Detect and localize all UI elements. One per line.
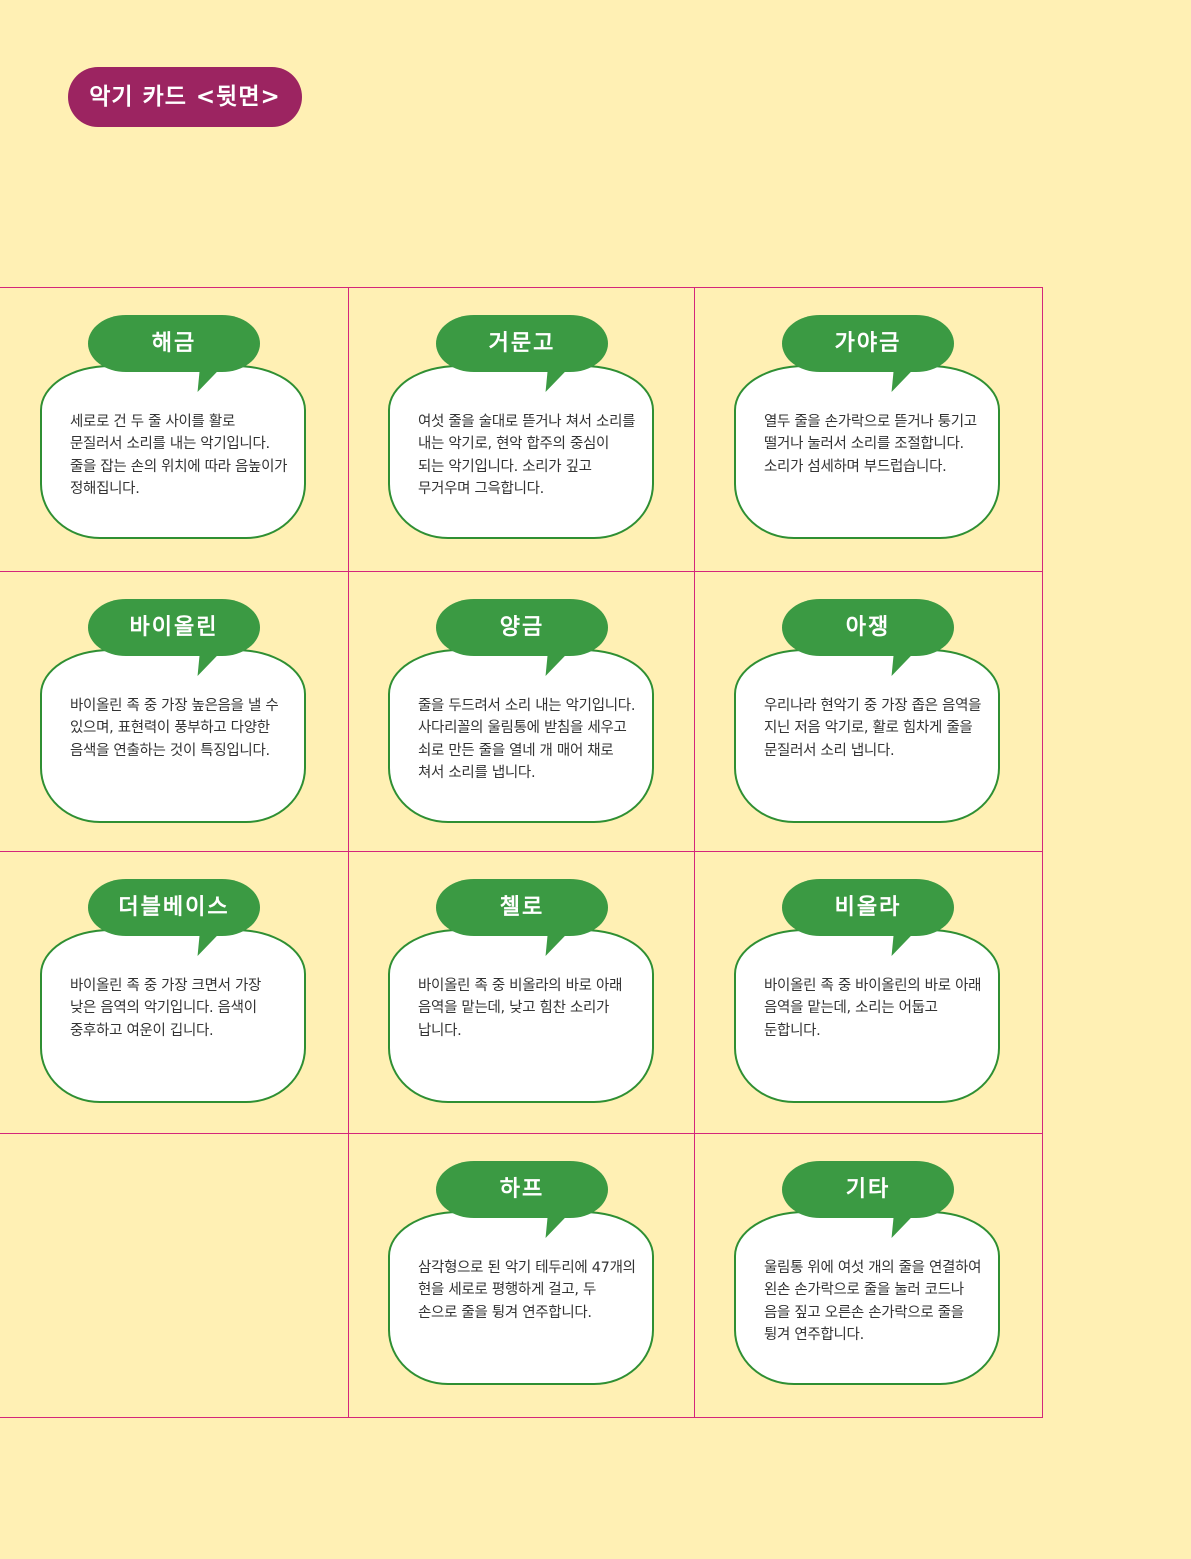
instrument-card: 세로로 건 두 줄 사이를 활로 문질러서 소리를 내는 악기입니다. 줄을 잡…: [0, 287, 346, 569]
card-body: 삼각형으로 된 악기 테두리에 47개의 현을 세로로 평행하게 걸고, 두 손…: [388, 1211, 654, 1385]
card-description: 여섯 줄을 술대로 뜯거나 쳐서 소리를 내는 악기로, 현악 합주의 중심이 …: [418, 414, 636, 497]
card-description: 울림통 위에 여섯 개의 줄을 연결하여 왼손 손가락으로 줄을 눌러 코드나 …: [764, 1260, 982, 1343]
instrument-card: 우리나라 현악기 중 가장 좁은 음역을 지닌 저음 악기로, 활로 힘차게 줄…: [694, 571, 1040, 853]
card-description: 바이올린 족 중 바이올린의 바로 아래 음역을 맡는데, 소리는 어둡고 둔합…: [764, 978, 982, 1039]
instrument-card: 바이올린 족 중 비올라의 바로 아래 음역을 맡는데, 낮고 힘찬 소리가 납…: [348, 851, 694, 1133]
instrument-name: 첼로: [499, 895, 545, 920]
section-header: 악기 카드 <뒷면>: [68, 67, 302, 127]
cut-line: [0, 851, 1043, 852]
card-body: 줄을 두드려서 소리 내는 악기입니다. 사다리꼴의 울림통에 받침을 세우고 …: [388, 649, 654, 823]
card-body: 우리나라 현악기 중 가장 좁은 음역을 지닌 저음 악기로, 활로 힘차게 줄…: [734, 649, 1000, 823]
card-body: 여섯 줄을 술대로 뜯거나 쳐서 소리를 내는 악기로, 현악 합주의 중심이 …: [388, 365, 654, 539]
card-body: 바이올린 족 중 가장 높은음을 낼 수 있으며, 표현력이 풍부하고 다양한 …: [40, 649, 306, 823]
instrument-name: 가야금: [834, 331, 902, 356]
card-body: 바이올린 족 중 가장 크면서 가장 낮은 음역의 악기입니다. 음색이 중후하…: [40, 929, 306, 1103]
instrument-card: 바이올린 족 중 바이올린의 바로 아래 음역을 맡는데, 소리는 어둡고 둔합…: [694, 851, 1040, 1133]
instrument-name: 하프: [499, 1177, 545, 1202]
instrument-card: 삼각형으로 된 악기 테두리에 47개의 현을 세로로 평행하게 걸고, 두 손…: [348, 1133, 694, 1415]
instrument-name: 양금: [499, 615, 545, 640]
card-description: 바이올린 족 중 가장 크면서 가장 낮은 음역의 악기입니다. 음색이 중후하…: [70, 978, 262, 1039]
card-body: 세로로 건 두 줄 사이를 활로 문질러서 소리를 내는 악기입니다. 줄을 잡…: [40, 365, 306, 539]
cut-line: [0, 571, 1043, 572]
name-tag: 더블베이스: [88, 879, 260, 936]
card-body: 바이올린 족 중 비올라의 바로 아래 음역을 맡는데, 낮고 힘찬 소리가 납…: [388, 929, 654, 1103]
instrument-name: 바이올린: [129, 615, 219, 640]
page-title: 악기 카드 <뒷면>: [89, 84, 281, 110]
instrument-name: 비올라: [834, 895, 902, 920]
name-tag: 아쟁: [782, 599, 954, 656]
instrument-name: 더블베이스: [118, 895, 230, 920]
cut-line: [0, 287, 1043, 288]
card-description: 열두 줄을 손가락으로 뜯거나 퉁기고 떨거나 눌러서 소리를 조절합니다. 소…: [764, 414, 977, 475]
instrument-card: 열두 줄을 손가락으로 뜯거나 퉁기고 떨거나 눌러서 소리를 조절합니다. 소…: [694, 287, 1040, 569]
card-description: 세로로 건 두 줄 사이를 활로 문질러서 소리를 내는 악기입니다. 줄을 잡…: [70, 414, 288, 497]
cut-line: [694, 287, 695, 1418]
card-description: 바이올린 족 중 비올라의 바로 아래 음역을 맡는데, 낮고 힘찬 소리가 납…: [418, 978, 623, 1039]
name-tag: 거문고: [436, 315, 608, 372]
cut-line: [1042, 287, 1043, 1418]
name-tag: 양금: [436, 599, 608, 656]
instrument-name: 아쟁: [845, 615, 891, 640]
header-decoration: [98, 67, 272, 127]
card-description: 바이올린 족 중 가장 높은음을 낼 수 있으며, 표현력이 풍부하고 다양한 …: [70, 698, 279, 759]
instrument-name: 거문고: [488, 331, 556, 356]
name-tag: 첼로: [436, 879, 608, 936]
instrument-card: 바이올린 족 중 가장 크면서 가장 낮은 음역의 악기입니다. 음색이 중후하…: [0, 851, 346, 1133]
card-description: 삼각형으로 된 악기 테두리에 47개의 현을 세로로 평행하게 걸고, 두 손…: [418, 1260, 636, 1321]
instrument-name: 기타: [845, 1177, 891, 1202]
cut-line: [348, 287, 349, 1418]
instrument-name: 해금: [151, 331, 197, 356]
name-tag: 기타: [782, 1161, 954, 1218]
instrument-card: 울림통 위에 여섯 개의 줄을 연결하여 왼손 손가락으로 줄을 눌러 코드나 …: [694, 1133, 1040, 1415]
instrument-card: 여섯 줄을 술대로 뜯거나 쳐서 소리를 내는 악기로, 현악 합주의 중심이 …: [348, 287, 694, 569]
card-body: 열두 줄을 손가락으로 뜯거나 퉁기고 떨거나 눌러서 소리를 조절합니다. 소…: [734, 365, 1000, 539]
card-body: 바이올린 족 중 바이올린의 바로 아래 음역을 맡는데, 소리는 어둡고 둔합…: [734, 929, 1000, 1103]
name-tag: 해금: [88, 315, 260, 372]
name-tag: 가야금: [782, 315, 954, 372]
name-tag: 바이올린: [88, 599, 260, 656]
instrument-card: 줄을 두드려서 소리 내는 악기입니다. 사다리꼴의 울림통에 받침을 세우고 …: [348, 571, 694, 853]
cut-line: [0, 1417, 1043, 1418]
instrument-card: 바이올린 족 중 가장 높은음을 낼 수 있으며, 표현력이 풍부하고 다양한 …: [0, 571, 346, 853]
card-description: 우리나라 현악기 중 가장 좁은 음역을 지닌 저음 악기로, 활로 힘차게 줄…: [764, 698, 982, 759]
card-body: 울림통 위에 여섯 개의 줄을 연결하여 왼손 손가락으로 줄을 눌러 코드나 …: [734, 1211, 1000, 1385]
card-description: 줄을 두드려서 소리 내는 악기입니다. 사다리꼴의 울림통에 받침을 세우고 …: [418, 698, 636, 781]
name-tag: 하프: [436, 1161, 608, 1218]
name-tag: 비올라: [782, 879, 954, 936]
cut-line: [0, 1133, 1043, 1134]
card-grid: 세로로 건 두 줄 사이를 활로 문질러서 소리를 내는 악기입니다. 줄을 잡…: [0, 287, 1043, 1418]
